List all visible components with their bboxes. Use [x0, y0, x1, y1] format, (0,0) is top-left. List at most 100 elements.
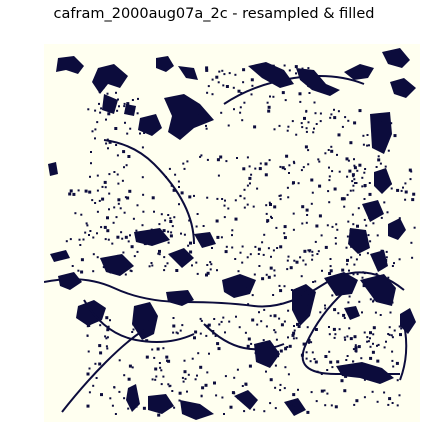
speck — [199, 365, 203, 369]
speck — [162, 375, 165, 378]
speck — [386, 211, 389, 214]
speck — [157, 413, 161, 417]
speck — [187, 244, 190, 247]
speck — [278, 284, 281, 287]
speck — [158, 249, 161, 253]
speck — [265, 370, 267, 373]
speck — [280, 302, 282, 305]
speck — [292, 228, 295, 231]
speck — [104, 186, 107, 189]
speck — [370, 205, 372, 208]
speck — [236, 157, 238, 159]
speck — [232, 86, 235, 89]
speck — [132, 322, 136, 326]
speck — [347, 159, 350, 162]
speck — [236, 368, 239, 371]
speck — [196, 213, 199, 215]
speck — [292, 337, 295, 340]
speck — [307, 309, 310, 313]
speck — [317, 250, 320, 253]
speck — [302, 166, 305, 169]
speck — [391, 336, 394, 339]
speck — [384, 183, 387, 186]
speck — [227, 207, 230, 210]
speck — [389, 311, 392, 314]
speck — [118, 105, 120, 108]
speck — [276, 354, 280, 358]
speck — [293, 162, 296, 165]
speck — [109, 271, 112, 274]
speck — [163, 269, 166, 272]
speck — [135, 393, 137, 395]
speck — [330, 149, 334, 153]
speck — [313, 358, 316, 360]
speck — [253, 273, 256, 276]
speck — [248, 176, 252, 180]
speck — [328, 350, 331, 353]
speck — [300, 122, 303, 125]
speck — [313, 101, 316, 104]
speck — [345, 246, 348, 249]
speck — [254, 352, 257, 355]
speck — [135, 229, 138, 232]
speck — [310, 202, 313, 205]
speck — [270, 215, 272, 218]
speck — [173, 253, 176, 256]
speck — [320, 373, 323, 375]
speck — [211, 93, 214, 96]
speck — [383, 201, 386, 204]
speck — [331, 225, 334, 228]
speck — [354, 346, 358, 350]
speck — [119, 207, 122, 210]
speck — [170, 184, 173, 187]
speck — [149, 405, 153, 409]
speck — [297, 325, 301, 328]
speck — [349, 229, 352, 232]
speck — [374, 311, 377, 314]
speck — [355, 258, 358, 261]
speckle-noise — [65, 64, 416, 417]
speck — [391, 402, 394, 404]
speck — [375, 166, 378, 168]
speck — [361, 276, 364, 279]
speck — [288, 164, 291, 167]
speck — [121, 237, 124, 240]
speck — [404, 198, 407, 201]
speck — [136, 204, 139, 207]
speck — [362, 365, 365, 368]
speck — [84, 231, 87, 234]
speck — [298, 70, 301, 73]
speck — [241, 119, 244, 122]
speck — [205, 124, 207, 127]
speck — [390, 187, 393, 190]
speck — [287, 373, 290, 376]
speck — [346, 335, 349, 338]
speck — [324, 307, 327, 310]
speck — [287, 196, 290, 199]
speck — [274, 364, 277, 367]
speck — [246, 184, 249, 187]
speck — [258, 311, 260, 314]
speck — [89, 175, 91, 178]
speck — [205, 334, 208, 337]
speck — [361, 185, 364, 188]
speck — [302, 342, 306, 346]
speck — [106, 262, 109, 265]
speck — [200, 395, 203, 398]
speck — [136, 112, 139, 115]
speck — [363, 171, 366, 174]
speck — [349, 189, 352, 192]
speck — [122, 150, 126, 154]
speck — [384, 165, 387, 168]
speck — [313, 127, 315, 130]
speck — [153, 210, 155, 213]
speck — [307, 249, 310, 252]
speck — [376, 234, 379, 237]
speck — [150, 228, 153, 231]
speck — [241, 385, 244, 387]
speck — [323, 389, 326, 392]
speck — [255, 356, 259, 360]
speck — [82, 238, 85, 241]
speck — [291, 182, 294, 185]
speck — [398, 258, 401, 261]
